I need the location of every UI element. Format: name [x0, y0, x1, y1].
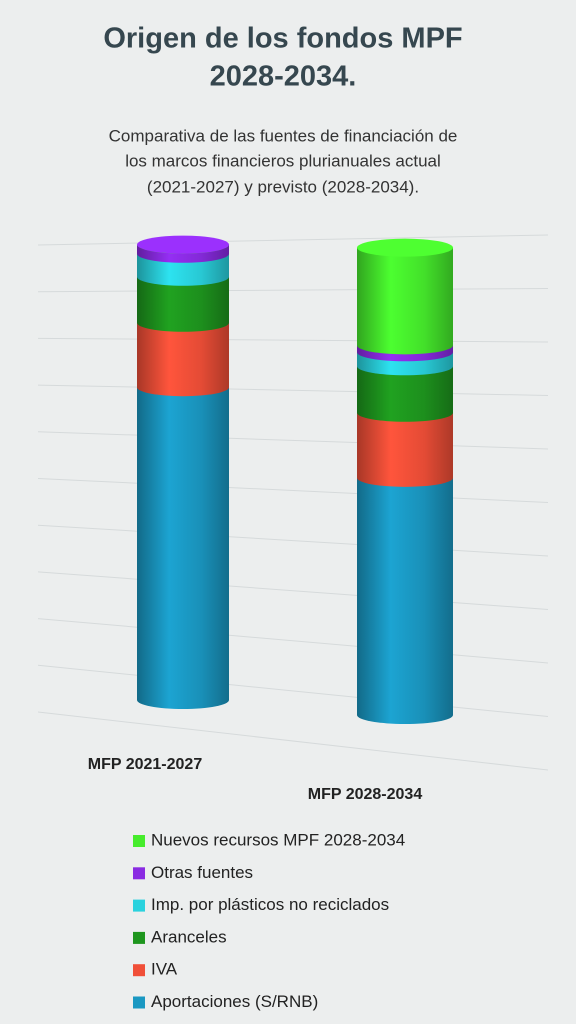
grid-line	[37, 571, 549, 610]
bar-segment	[137, 322, 229, 397]
legend-label: Imp. por plásticos no reciclados	[151, 895, 389, 914]
bar-segment	[137, 253, 229, 286]
legend-swatch	[133, 835, 145, 847]
bar-segment	[357, 366, 453, 422]
grid-line	[37, 431, 549, 450]
legend-swatch	[133, 867, 145, 880]
bar-segment	[137, 387, 229, 709]
cylinder-cap	[137, 235, 229, 254]
grid-line	[37, 524, 549, 557]
legend-label: Nuevos recursos MPF 2028-2034	[151, 830, 405, 849]
legend-label: Otras fuentes	[151, 863, 253, 882]
legend-swatch	[133, 931, 145, 944]
subtitle: los marcos financieros plurianuales actu…	[125, 151, 441, 170]
chart-title: Origen de los fondos MPF	[103, 23, 462, 55]
x-tick-label: MFP 2021-2027	[88, 756, 203, 773]
legend-label: IVA	[151, 960, 178, 979]
bar-segment	[357, 247, 453, 355]
x-tick-label: MFP 2028-2034	[308, 786, 423, 803]
grid-line	[37, 711, 549, 771]
legend-swatch	[133, 964, 145, 977]
grid-line	[37, 234, 549, 246]
subtitle: Comparativa de las fuentes de financiaci…	[109, 126, 458, 145]
grid-line	[37, 478, 549, 503]
legend-swatch	[133, 899, 145, 912]
subtitle: (2021-2027) y previsto (2028-2034).	[147, 177, 419, 196]
grid-line	[37, 337, 549, 343]
legend-swatch	[133, 996, 145, 1009]
grid-line	[37, 618, 549, 664]
grid-line	[37, 384, 549, 396]
cylinder-cap	[357, 238, 453, 257]
chart-title: 2028-2034.	[210, 61, 357, 93]
legend-label: Aportaciones (S/RNB)	[151, 992, 318, 1011]
grid-line	[37, 288, 549, 293]
legend-label: Aranceles	[151, 927, 227, 946]
bar-segment	[137, 276, 229, 332]
bar-segment	[357, 477, 453, 724]
bar-segment	[357, 412, 453, 487]
grid-line	[37, 664, 549, 717]
